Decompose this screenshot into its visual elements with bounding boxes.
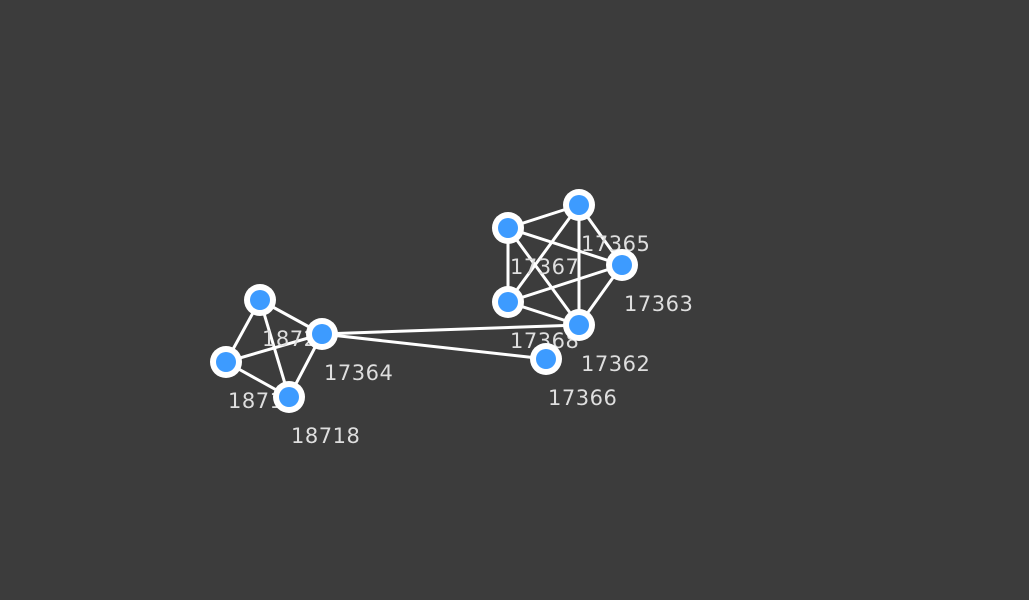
node-17365[interactable] xyxy=(563,189,595,221)
node-label-17362: 17362 xyxy=(581,352,650,376)
node-label-17363: 17363 xyxy=(624,292,693,316)
node-18719[interactable] xyxy=(210,346,242,378)
node-core xyxy=(536,349,556,369)
node-core xyxy=(498,218,518,238)
edge-17367-17362 xyxy=(506,226,581,327)
node-17362[interactable] xyxy=(563,309,595,341)
node-17366[interactable] xyxy=(530,343,562,375)
node-17367[interactable] xyxy=(492,212,524,244)
edges-layer xyxy=(224,203,624,399)
node-label-17366: 17366 xyxy=(548,386,617,410)
edge-17363-17368 xyxy=(506,263,624,304)
node-label-17364: 17364 xyxy=(324,361,393,385)
node-core xyxy=(250,290,270,310)
edge-17367-17363 xyxy=(506,226,624,267)
nodes-layer xyxy=(210,189,638,413)
edge-17364-17366 xyxy=(320,332,548,361)
edge-17365-17368 xyxy=(506,203,581,304)
node-core xyxy=(569,315,589,335)
node-label-18718: 18718 xyxy=(291,424,360,448)
node-core xyxy=(612,255,632,275)
node-17363[interactable] xyxy=(606,249,638,281)
node-core xyxy=(279,387,299,407)
node-18720[interactable] xyxy=(244,284,276,316)
node-18718[interactable] xyxy=(273,381,305,413)
node-core xyxy=(312,324,332,344)
node-17368[interactable] xyxy=(492,286,524,318)
node-17364[interactable] xyxy=(306,318,338,350)
node-label-17367: 17367 xyxy=(510,255,579,279)
node-core xyxy=(498,292,518,312)
edge-18719-17364 xyxy=(224,332,324,364)
node-core xyxy=(216,352,236,372)
edge-17364-17362 xyxy=(320,323,581,336)
node-core xyxy=(569,195,589,215)
